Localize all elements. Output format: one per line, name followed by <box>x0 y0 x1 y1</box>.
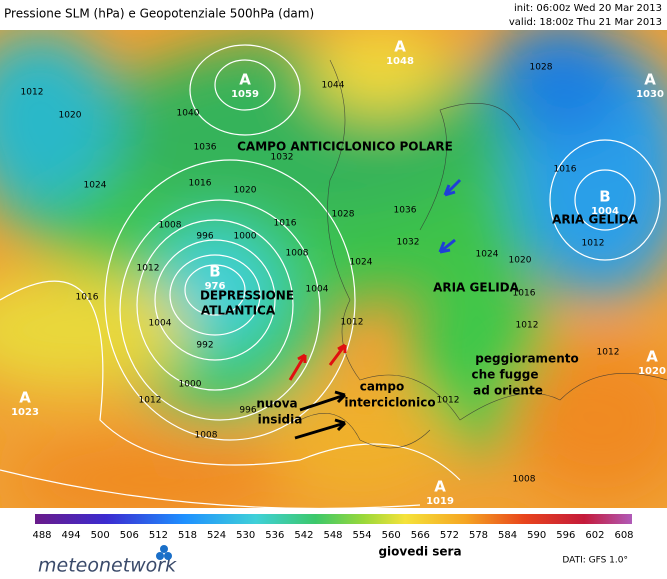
center-pressure: 1004 <box>591 206 619 217</box>
center-letter: A <box>239 71 251 89</box>
center-letter: A <box>19 389 31 407</box>
isobar-label: 1008 <box>195 431 218 441</box>
colorbar-tick-label: 494 <box>62 530 81 541</box>
annotation: peggioramento <box>475 352 578 366</box>
colorbar-tick-label: 560 <box>382 530 401 541</box>
center-letter: A <box>394 38 406 56</box>
isobar-label: 1020 <box>234 186 257 196</box>
annotation: ARIA GELIDA <box>433 281 520 295</box>
colorbar-tick-label: 500 <box>91 530 110 541</box>
isobar-label: 992 <box>196 341 213 351</box>
center-pressure: 1023 <box>11 407 39 418</box>
isobar-label: 1012 <box>139 396 162 406</box>
center-pressure: 1059 <box>231 89 259 100</box>
annotation: ARIA GELIDA <box>552 213 639 227</box>
center-pressure: 1030 <box>636 89 664 100</box>
colorbar-tick-label: 578 <box>469 530 488 541</box>
colorbar-tick-label: 542 <box>294 530 313 541</box>
center-pressure: 1048 <box>386 56 414 67</box>
isobar-label: 1012 <box>516 321 539 331</box>
annotation: insidia <box>258 413 303 427</box>
colorbar-tick-label: 608 <box>614 530 633 541</box>
isobar-label: 1008 <box>286 249 309 259</box>
center-letter: A <box>434 478 446 496</box>
colorbar-tick-label: 602 <box>585 530 604 541</box>
isobar-label: 1036 <box>394 206 417 216</box>
colorbar-tick-label: 524 <box>207 530 226 541</box>
valid-time: valid: 18:00z Thu 21 Mar 2013 <box>509 17 662 28</box>
isobar-label: 1012 <box>137 264 160 274</box>
colorbar-tick-label: 596 <box>556 530 575 541</box>
colorbar-tick-label: 506 <box>120 530 139 541</box>
isobar-label: 1028 <box>332 210 355 220</box>
colorbar <box>35 514 632 524</box>
source: DATI: GFS 1.0° <box>562 556 628 566</box>
isobar-label: 1016 <box>76 293 99 303</box>
isobar-label: 1024 <box>350 258 373 268</box>
center-letter: B <box>599 188 610 206</box>
isobar-label: 1036 <box>194 143 217 153</box>
colorbar-tick-label: 518 <box>178 530 197 541</box>
colorbar-tick-label: 566 <box>411 530 430 541</box>
center-letter: A <box>646 348 658 366</box>
isobar-label: 1012 <box>341 318 364 328</box>
annotation: nuova <box>256 397 297 411</box>
isobar-label: 1008 <box>513 475 536 485</box>
title: Pressione SLM (hPa) e Geopotenziale 500h… <box>4 7 314 21</box>
isobar-label: 1012 <box>582 239 605 249</box>
map-field <box>0 30 667 508</box>
isobar-label: 1012 <box>437 396 460 406</box>
isobar-label: 1024 <box>476 250 499 260</box>
annotation: interciclonico <box>344 396 435 410</box>
isobar-label: 1012 <box>21 88 44 98</box>
isobar-label: 1016 <box>513 289 536 299</box>
isobar-label: 996 <box>239 406 256 416</box>
center-pressure: 1020 <box>638 366 666 377</box>
colorbar-tick-label: 572 <box>440 530 459 541</box>
annotation: campo <box>360 380 405 394</box>
annotation: ad oriente <box>473 384 543 398</box>
isobar-label: 996 <box>196 232 213 242</box>
annotation: che fugge <box>471 368 538 382</box>
colorbar-tick-label: 512 <box>149 530 168 541</box>
isobar-label: 1040 <box>177 109 200 119</box>
isobar-label: 1000 <box>234 232 257 242</box>
isobar-label: 1000 <box>179 380 202 390</box>
colorbar-tick-label: 554 <box>353 530 372 541</box>
isobar-label: 1044 <box>322 81 345 91</box>
annotation: DEPRESSIONE <box>200 289 294 303</box>
center-letter: B <box>209 263 220 281</box>
colorbar-tick-label: 548 <box>323 530 342 541</box>
isobar-label: 1016 <box>554 165 577 175</box>
center-pressure: 976 <box>205 281 226 292</box>
logo-dots <box>156 545 172 560</box>
annotation: ATLANTICA <box>201 304 276 318</box>
isobar-label: 1020 <box>509 256 532 266</box>
colorbar-tick-label: 584 <box>498 530 517 541</box>
isobar-label: 1028 <box>530 63 553 73</box>
isobar-label: 1008 <box>159 221 182 231</box>
isobar-label: 1016 <box>189 179 212 189</box>
annotation: CAMPO ANTICICLONICO POLARE <box>237 140 453 154</box>
isobar-label: 1032 <box>397 238 420 248</box>
isobar-label: 1020 <box>59 111 82 121</box>
init-time: init: 06:00z Wed 20 Mar 2013 <box>514 3 662 14</box>
center-pressure: 1019 <box>426 496 454 507</box>
isobar-label: 1016 <box>274 219 297 229</box>
center-letter: A <box>644 71 656 89</box>
colorbar-tick-label: 488 <box>32 530 51 541</box>
logo: meteonetwork <box>38 555 177 576</box>
isobar-label: 1004 <box>306 285 329 295</box>
colorbar-tick-label: 590 <box>527 530 546 541</box>
isobar-label: 1012 <box>597 348 620 358</box>
colorbar-tick-label: 536 <box>265 530 284 541</box>
caption: giovedi sera <box>378 545 461 559</box>
isobar-label: 1024 <box>84 181 107 191</box>
colorbar-tick-label: 530 <box>236 530 255 541</box>
isobar-label: 1032 <box>271 153 294 163</box>
isobar-label: 1004 <box>149 319 172 329</box>
